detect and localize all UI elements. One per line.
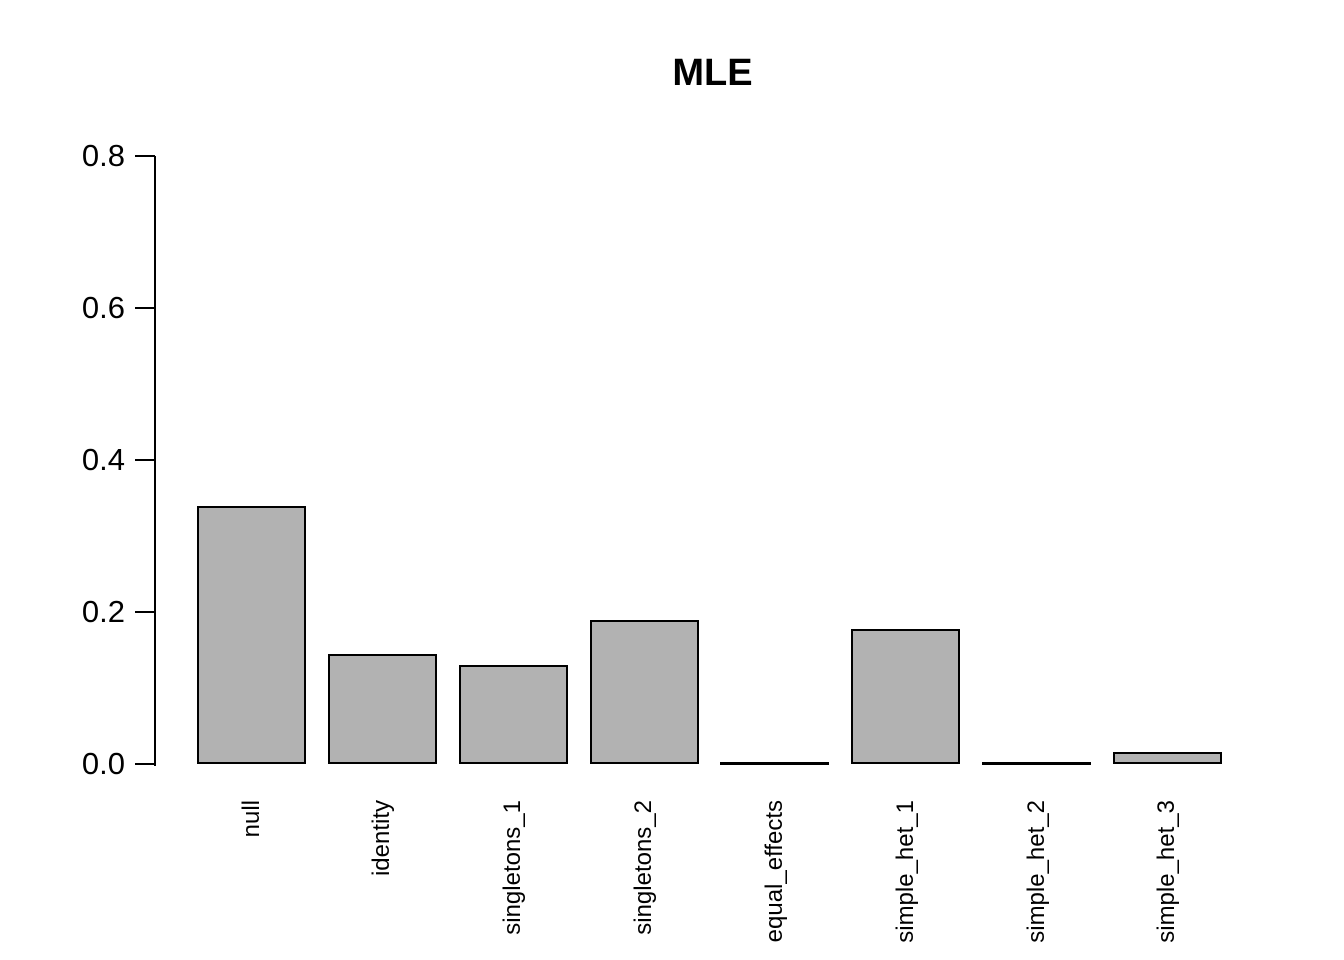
x-category-label-text: equal_effects (761, 800, 788, 943)
bar (459, 665, 568, 764)
y-tick-label: 0.8 (81, 138, 125, 173)
x-category-label-text: simple_het_2 (1023, 800, 1050, 943)
x-category-label-text: identity (368, 800, 395, 877)
x-category-label-text: null (238, 800, 265, 838)
x-category-label-text: singletons_1 (499, 800, 526, 935)
x-category-label: singletons_2 (622, 800, 666, 960)
y-axis-line (154, 156, 156, 766)
x-category-label: null (230, 800, 274, 960)
x-category-label: simple_het_2 (1015, 800, 1059, 960)
x-category-label: simple_het_3 (1145, 800, 1189, 960)
x-category-label: simple_het_1 (884, 800, 928, 960)
bar (982, 762, 1091, 765)
y-tick-label: 0.4 (81, 442, 125, 477)
x-category-label: equal_effects (753, 800, 797, 960)
y-tick (135, 307, 155, 309)
bar (197, 506, 306, 764)
y-tick (135, 611, 155, 613)
chart-title: MLE (672, 52, 753, 94)
y-tick (135, 459, 155, 461)
x-category-label: identity (360, 800, 404, 960)
y-tick-label: 0.0 (81, 746, 125, 781)
x-category-label-text: singletons_2 (630, 800, 657, 935)
x-category-label: singletons_1 (491, 800, 535, 960)
x-category-label-text: simple_het_1 (892, 800, 919, 943)
y-tick (135, 763, 155, 765)
y-tick-label: 0.6 (81, 290, 125, 325)
bar (1113, 752, 1222, 764)
y-tick-label: 0.2 (81, 594, 125, 629)
bar (720, 762, 829, 765)
bar (328, 654, 437, 764)
y-tick (135, 155, 155, 157)
bar (851, 629, 960, 764)
x-category-label-text: simple_het_3 (1153, 800, 1180, 943)
bar (590, 620, 699, 764)
